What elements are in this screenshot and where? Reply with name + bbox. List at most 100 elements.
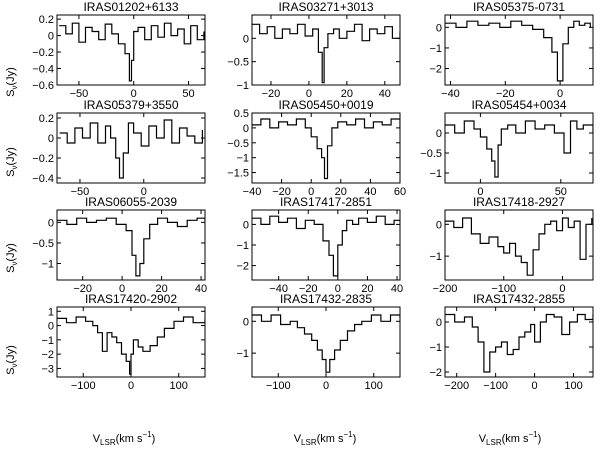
spectrum-line	[252, 215, 400, 277]
x-tick-label: 0	[323, 380, 329, 392]
xlabel-close: )	[353, 433, 357, 445]
svg-text:VLSR(km s−1): VLSR(km s−1)	[479, 430, 542, 447]
xlabel-unit: (km s	[502, 433, 529, 445]
panel-frame	[444, 14, 594, 86]
y-tick-label: −1	[429, 43, 442, 55]
xlabel-main: V	[93, 433, 101, 445]
spectrum-panel: IRAS05375-0731 −40 −20 0 −2 −1 0	[429, 0, 594, 100]
x-tick-label: −50	[71, 186, 90, 198]
ylabel-sub: ν	[10, 261, 19, 265]
xlabel-sub: LSR	[100, 438, 116, 447]
y-tick-label: 0	[243, 33, 249, 45]
spectrum-panel: IRAS06055-2039 −20 0 20 40 −1 −0.5 0	[32, 195, 207, 295]
x-tick-label: −100	[491, 283, 516, 295]
xlabel-exp: −1	[344, 430, 354, 439]
spectrum-panel: IRAS17417-2851 −40 −20 0 20 40 −2 −1 0	[236, 195, 403, 295]
ylabel-unit: (Jy)	[5, 67, 17, 85]
panel-frame	[56, 209, 206, 281]
x-axis-label-col-1: VLSR(km s−1)	[93, 430, 156, 447]
x-tick-label: 40	[364, 186, 376, 198]
x-tick-label: −40	[441, 88, 460, 100]
y-tick-label: 0.2	[39, 14, 54, 26]
y-tick-label: 0	[48, 31, 54, 43]
ylabel-sub: ν	[10, 85, 19, 89]
panel-frame	[444, 209, 594, 281]
x-axis-label-col-2: VLSR(km s−1)	[294, 430, 357, 447]
panel-title: IRAS03271+3013	[278, 0, 373, 14]
y-tick-label: −1	[236, 153, 249, 165]
y-tick-label: −1	[41, 335, 54, 347]
x-tick-label: −50	[70, 88, 89, 100]
xlabel-unit: (km s	[317, 433, 344, 445]
x-tick-label: −200	[444, 380, 469, 392]
x-tick-label: 0	[532, 380, 538, 392]
x-tick-label: 40	[195, 283, 207, 295]
ylabel-unit: (Jy)	[5, 147, 17, 165]
panel-title: IRAS17418-2927	[473, 195, 565, 209]
svg-text:Sν(Jy): Sν(Jy)	[5, 67, 19, 97]
xlabel-close: )	[152, 433, 156, 445]
y-tick-label: −1	[236, 240, 249, 252]
spectrum-line	[445, 20, 591, 82]
x-tick-label: −40	[243, 186, 262, 198]
spectrum-panel: IRAS17420-2902 −100 0 100 −3 −2 −1 0 1	[41, 292, 206, 392]
panel-title: IRAS17420-2902	[85, 292, 177, 306]
x-tick-label: 0	[559, 283, 565, 295]
x-tick-label: 0	[131, 88, 137, 100]
y-tick-label: −1	[429, 168, 442, 180]
panel-title: IRAS01202+6133	[83, 0, 178, 14]
y-tick-label: −0.5	[227, 138, 249, 150]
spectrum-line	[445, 313, 593, 373]
y-tick-label: 0	[436, 22, 442, 34]
ylabel-sub: ν	[10, 165, 19, 169]
xlabel-sub: LSR	[301, 438, 317, 447]
x-tick-label: 100	[170, 380, 188, 392]
y-tick-label: 0	[436, 317, 442, 329]
spectrum-panel: IRAS17432-2855 −200 −100 0 100 −2 −1 0	[429, 292, 594, 392]
spectrum-line	[57, 217, 205, 277]
spectrum-line	[252, 23, 400, 84]
x-axis-label-col-3: VLSR(km s−1)	[479, 430, 542, 447]
spectrum-panel: IRAS03271+3013 −20 0 20 40 −1 −0.5 0	[227, 0, 401, 100]
spectrum-panel: IRAS17418-2927 −200 −100 0 −1 0	[429, 195, 594, 295]
x-tick-label: 20	[361, 283, 373, 295]
panel-title: IRAS05379+3550	[83, 98, 178, 112]
spectrum-line	[252, 118, 400, 180]
x-tick-label: 0	[557, 88, 563, 100]
y-axis-label-row-1: Sν(Jy)	[5, 67, 19, 97]
spectrum-line	[59, 119, 203, 179]
x-tick-label: 0	[119, 283, 125, 295]
y-tick-label: 0	[436, 128, 442, 140]
x-tick-label: 0	[128, 380, 134, 392]
y-tick-label: −0.2	[32, 47, 54, 59]
y-tick-label: −1	[429, 251, 442, 263]
y-tick-label: −1	[41, 259, 54, 271]
spectrum-panel: IRAS05379+3550 −50 0 −0.4 −0.2 0 0.2	[32, 98, 206, 198]
y-tick-label: 0	[243, 316, 249, 328]
panel-title: IRAS17432-2835	[280, 292, 372, 306]
x-tick-label: −100	[71, 380, 96, 392]
spectrum-panel: IRAS05450+0019 −40 −20 0 20 40 60 −1.5 −1 −0.5 0 0.…	[227, 98, 406, 198]
panel-title: IRAS05454+0034	[471, 98, 566, 112]
xlabel-exp: −1	[529, 430, 539, 439]
spectrum-panel: IRAS17432-2835 −100 0 100 −1 0	[236, 292, 401, 392]
x-tick-label: 20	[335, 186, 347, 198]
spectrum-line	[59, 22, 205, 82]
ylabel-unit: (Jy)	[5, 345, 17, 363]
panel-frame	[251, 14, 401, 86]
y-tick-label: −0.6	[32, 80, 54, 92]
x-tick-label: −200	[433, 283, 458, 295]
x-tick-label: 0	[141, 186, 147, 198]
y-tick-label: 0.2	[39, 113, 54, 125]
panel-frame	[444, 112, 594, 184]
x-tick-label: −20	[496, 88, 515, 100]
x-tick-label: 0	[335, 283, 341, 295]
xlabel-main: V	[479, 433, 487, 445]
y-tick-label: −2	[429, 367, 442, 379]
y-tick-label: 0	[48, 321, 54, 333]
panel-title: IRAS05375-0731	[473, 0, 565, 14]
panel-frame	[56, 14, 206, 86]
spectrum-line	[252, 314, 400, 373]
y-tick-label: −1	[236, 80, 249, 92]
